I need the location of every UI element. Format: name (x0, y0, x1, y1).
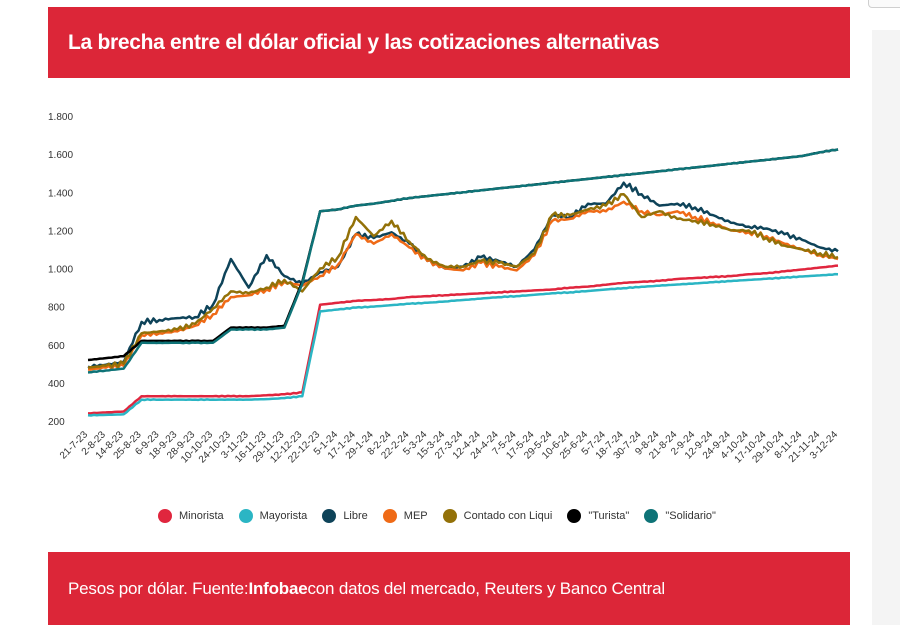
y-tick-label: 1.400 (48, 188, 73, 199)
y-tick-label: 1.000 (48, 265, 73, 276)
legend-label: Contado con Liqui (463, 510, 553, 522)
legend-swatch (644, 509, 659, 523)
series-line-1 (88, 264, 839, 415)
series-line-4 (87, 200, 839, 371)
legend-swatch (158, 509, 172, 523)
y-tick-label: 1.600 (48, 150, 73, 161)
legend-swatch (238, 509, 253, 523)
legend-item[interactable]: "Solidario" (644, 509, 716, 523)
series-line-5 (87, 192, 839, 369)
y-tick-label: 1.200 (48, 226, 73, 237)
legend-item[interactable]: Contado con Liqui (442, 509, 553, 523)
source-suffix: con datos del mercado, Reuters y Banco C… (307, 578, 665, 598)
legend-label: Libre (343, 510, 368, 522)
legend-label: Mayorista (259, 510, 308, 522)
legend-swatch (322, 509, 337, 523)
chart-title: La brecha entre el dólar oficial y las c… (68, 30, 660, 54)
legend-label: MEP (403, 510, 428, 522)
legend-label: "Turista" (588, 510, 630, 522)
y-tick-label: 800 (48, 303, 65, 314)
source-prefix: Pesos por dólar. Fuente: (68, 578, 249, 598)
title-banner: La brecha entre el dólar oficial y las c… (48, 7, 850, 78)
source-name: Infobae (248, 578, 308, 598)
side-panel (872, 30, 900, 625)
series-line-7 (87, 148, 839, 374)
series-line-2 (87, 272, 839, 417)
series-line-6 (87, 148, 839, 362)
chart-legend: Minorista Mayorista Libre MEP Contado con Li… (158, 506, 725, 526)
legend-item[interactable]: Libre (322, 509, 368, 523)
legend-item[interactable]: Minorista (158, 509, 224, 523)
corner-widget (868, 0, 900, 8)
legend-label: "Solidario" (665, 510, 716, 522)
y-tick-label: 600 (48, 341, 65, 352)
line-chart: 2004006008001.0001.2001.4001.6001.80021-… (48, 112, 840, 465)
legend-label: Minorista (179, 510, 224, 522)
legend-swatch (382, 509, 397, 523)
source-banner: Pesos por dólar. Fuente: Infobae con dat… (48, 552, 850, 625)
y-tick-label: 1.800 (48, 112, 73, 123)
y-tick-label: 400 (48, 379, 65, 390)
legend-item[interactable]: Mayorista (238, 509, 308, 523)
legend-swatch (567, 509, 582, 523)
legend-item[interactable]: MEP (382, 509, 428, 523)
y-tick-label: 200 (48, 417, 65, 428)
legend-swatch (442, 509, 457, 523)
legend-item[interactable]: "Turista" (567, 509, 629, 523)
